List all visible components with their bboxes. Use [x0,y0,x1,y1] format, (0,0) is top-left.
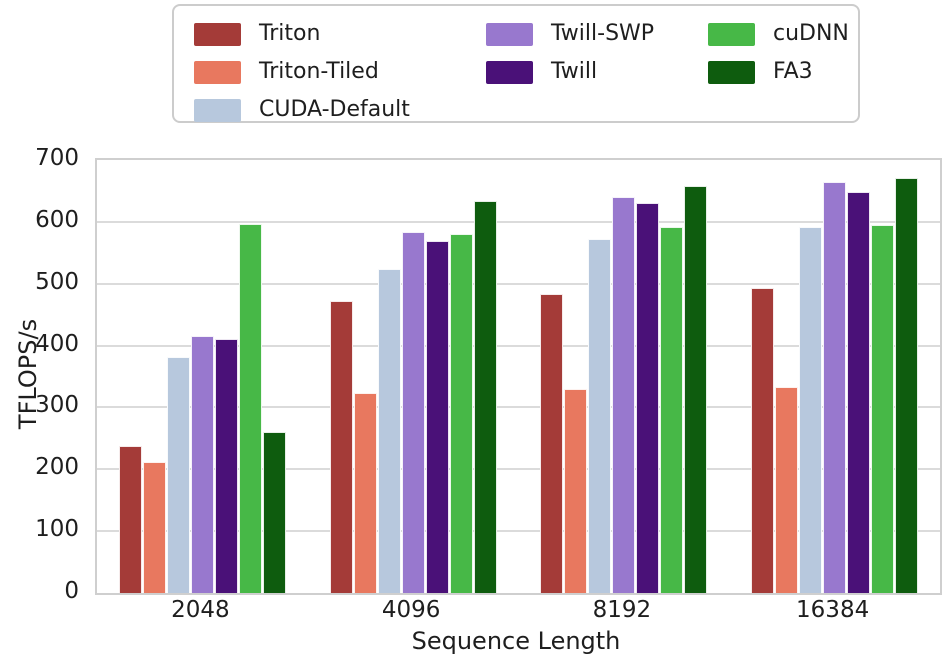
bar-FA3-4096 [473,201,497,593]
x-axis-label: Sequence Length [411,627,621,655]
bar-cuDNN-4096 [449,234,473,593]
legend-item-Triton-Tiled: Triton-Tiled [194,53,410,91]
legend-item-Twill-SWP: Twill-SWP [486,15,654,53]
bar-Twill-8192 [636,203,660,593]
xtick-label-4096: 4096 [381,597,441,623]
legend-label: Triton [259,21,321,46]
y-axis-label: TFLOPS/s [14,318,42,430]
xtick-label-2048: 2048 [171,597,230,623]
bar-Twill-SWP-8192 [612,197,636,593]
legend-label: Triton-Tiled [259,59,379,84]
ytick-label-400: 400 [35,330,79,357]
legend-swatch-icon [708,22,755,46]
bar-group-4096 [329,201,497,593]
bar-FA3-2048 [262,432,286,593]
legend-label: Twill [551,59,598,84]
bar-Twill-SWP-4096 [401,232,425,593]
bar-cuDNN-16384 [871,224,895,593]
legend: Triton Triton-Tiled CUDA-Default Twill-SWP T… [172,4,860,123]
bar-CUDA-Default-2048 [166,357,190,593]
legend-swatch-icon [194,22,241,46]
gridline-y-300 [97,406,940,409]
bar-Triton-4096 [329,301,353,593]
bar-Twill-2048 [214,339,238,593]
legend-label: cuDNN [773,21,849,46]
legend-column-3: cuDNN FA3 [708,15,849,91]
bar-Triton-Tiled-8192 [564,388,588,593]
ytick-label-300: 300 [35,392,79,419]
bar-cuDNN-2048 [238,224,262,593]
bar-cuDNN-8192 [660,226,684,593]
bar-Twill-4096 [425,241,449,593]
legend-item-cuDNN: cuDNN [708,15,849,53]
y-axis-ticks: 0 100 200 300 400 500 600 700 [0,145,87,604]
gridline-y-600 [97,220,940,223]
legend-label: CUDA-Default [259,97,410,122]
legend-swatch-icon [194,98,241,122]
ytick-label-200: 200 [35,454,79,481]
legend-swatch-icon [486,22,533,46]
bar-Triton-Tiled-2048 [142,462,166,593]
gridline-y-100 [97,530,940,533]
bar-FA3-16384 [895,177,919,593]
xtick-label-16384: 16384 [796,597,870,623]
gridline-y-500 [97,282,940,285]
bar-group-16384 [751,177,919,593]
gridline-y-400 [97,344,940,347]
ytick-label-100: 100 [35,516,79,543]
ytick-label-700: 700 [35,145,79,171]
ytick-label-500: 500 [35,268,79,295]
bar-group-8192 [540,185,708,593]
legend-label: FA3 [773,59,813,84]
legend-label: Twill-SWP [551,21,655,46]
bar-CUDA-Default-16384 [799,226,823,593]
legend-item-Triton: Triton [194,15,410,53]
bar-Twill-16384 [847,191,871,593]
legend-swatch-icon [486,60,533,84]
legend-item-CUDA-Default: CUDA-Default [194,91,410,129]
legend-column-2: Twill-SWP Twill [486,15,654,91]
legend-swatch-icon [194,60,241,84]
ytick-label-0: 0 [64,578,79,604]
bar-Triton-8192 [540,293,564,593]
bar-Twill-SWP-2048 [190,335,214,593]
bar-Triton-2048 [118,446,142,593]
bar-FA3-8192 [684,185,708,593]
x-axis-ticks: 2048 4096 8192 16384 [95,597,938,625]
bar-CUDA-Default-8192 [588,239,612,593]
legend-item-FA3: FA3 [708,53,849,91]
bar-CUDA-Default-4096 [377,268,401,593]
plot-area [95,158,942,595]
bar-Triton-Tiled-16384 [775,387,799,593]
bar-group-2048 [118,224,286,593]
bar-Triton-16384 [751,288,775,593]
xtick-label-8192: 8192 [592,597,652,623]
legend-column-1: Triton Triton-Tiled CUDA-Default [194,15,410,129]
bar-Triton-Tiled-4096 [353,393,377,593]
gridline-y-200 [97,468,940,471]
legend-item-Twill: Twill [486,53,654,91]
bar-Twill-SWP-16384 [823,181,847,593]
legend-swatch-icon [708,60,755,84]
ytick-label-600: 600 [35,206,79,233]
